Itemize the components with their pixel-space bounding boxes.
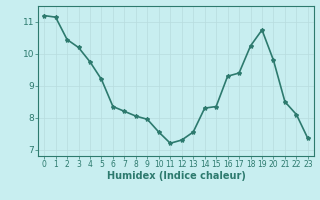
X-axis label: Humidex (Indice chaleur): Humidex (Indice chaleur) bbox=[107, 171, 245, 181]
